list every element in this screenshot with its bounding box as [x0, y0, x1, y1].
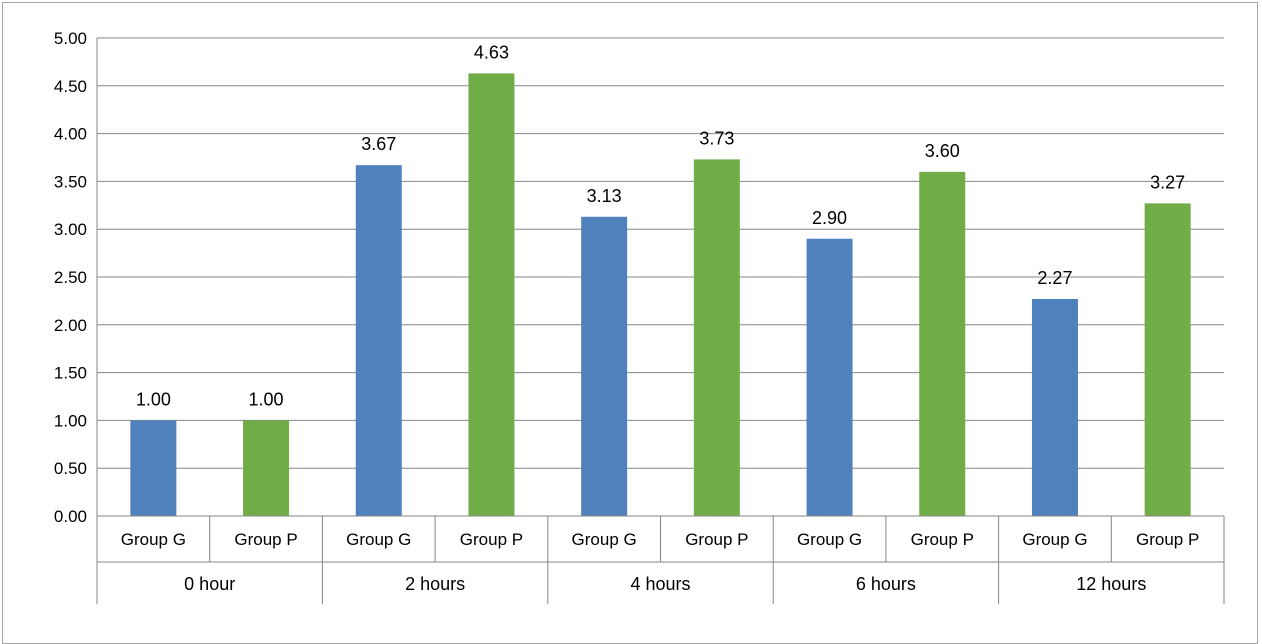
y-tick-label: 4.00: [54, 125, 87, 144]
bar-chart: 0.00 0.50 1.00 1.50 2.00 2.50 3.00 3.50 4.00 4.50…: [54, 29, 1225, 604]
y-tick-label: 3.50: [54, 172, 87, 191]
y-tick-label: 3.00: [54, 220, 87, 239]
y-tick-label: 1.50: [54, 364, 87, 383]
bar: [1144, 203, 1191, 516]
bar: [130, 420, 177, 516]
data-label: 3.13: [587, 186, 622, 206]
data-label: 2.90: [812, 208, 847, 228]
y-tick-label: 0.00: [54, 507, 87, 526]
data-label: 3.60: [925, 141, 960, 161]
data-label: 2.27: [1037, 268, 1072, 288]
bars: [130, 73, 1191, 517]
category-label: Group G: [1022, 530, 1087, 549]
labels: 0.00 0.50 1.00 1.50 2.00 2.50 3.00 3.50 4.00 4.50…: [54, 29, 1199, 594]
category-label: Group G: [346, 530, 411, 549]
y-tick-label: 1.00: [54, 411, 87, 430]
data-label: 3.27: [1150, 172, 1185, 192]
category-label: Group G: [572, 530, 637, 549]
bar: [693, 159, 740, 517]
y-tick-label: 0.50: [54, 459, 87, 478]
axes: [96, 38, 1225, 604]
bar: [581, 216, 628, 516]
bar: [355, 165, 402, 516]
category-label: Group P: [1136, 530, 1199, 549]
data-label: 4.63: [474, 42, 509, 62]
category-label: Group P: [685, 530, 748, 549]
category-label: Group P: [911, 530, 974, 549]
data-label: 3.73: [699, 128, 734, 148]
data-label: 1.00: [249, 389, 284, 409]
category-label: Group G: [797, 530, 862, 549]
bar: [243, 420, 290, 516]
data-label: 1.00: [136, 389, 171, 409]
data-label: 3.67: [361, 134, 396, 154]
bar: [806, 238, 853, 516]
group-label: 2 hours: [405, 574, 465, 594]
y-tick-label: 2.00: [54, 316, 87, 335]
group-label: 4 hours: [630, 574, 690, 594]
y-tick-label: 5.00: [54, 29, 87, 48]
bar: [1031, 298, 1078, 516]
y-tick-label: 4.50: [54, 77, 87, 96]
category-label: Group G: [121, 530, 186, 549]
category-label: Group P: [460, 530, 523, 549]
group-label: 6 hours: [856, 574, 916, 594]
y-tick-label: 2.50: [54, 268, 87, 287]
bar: [919, 171, 966, 516]
bar: [468, 73, 515, 516]
group-label: 12 hours: [1076, 574, 1146, 594]
group-label: 0 hour: [184, 574, 235, 594]
category-label: Group P: [234, 530, 297, 549]
